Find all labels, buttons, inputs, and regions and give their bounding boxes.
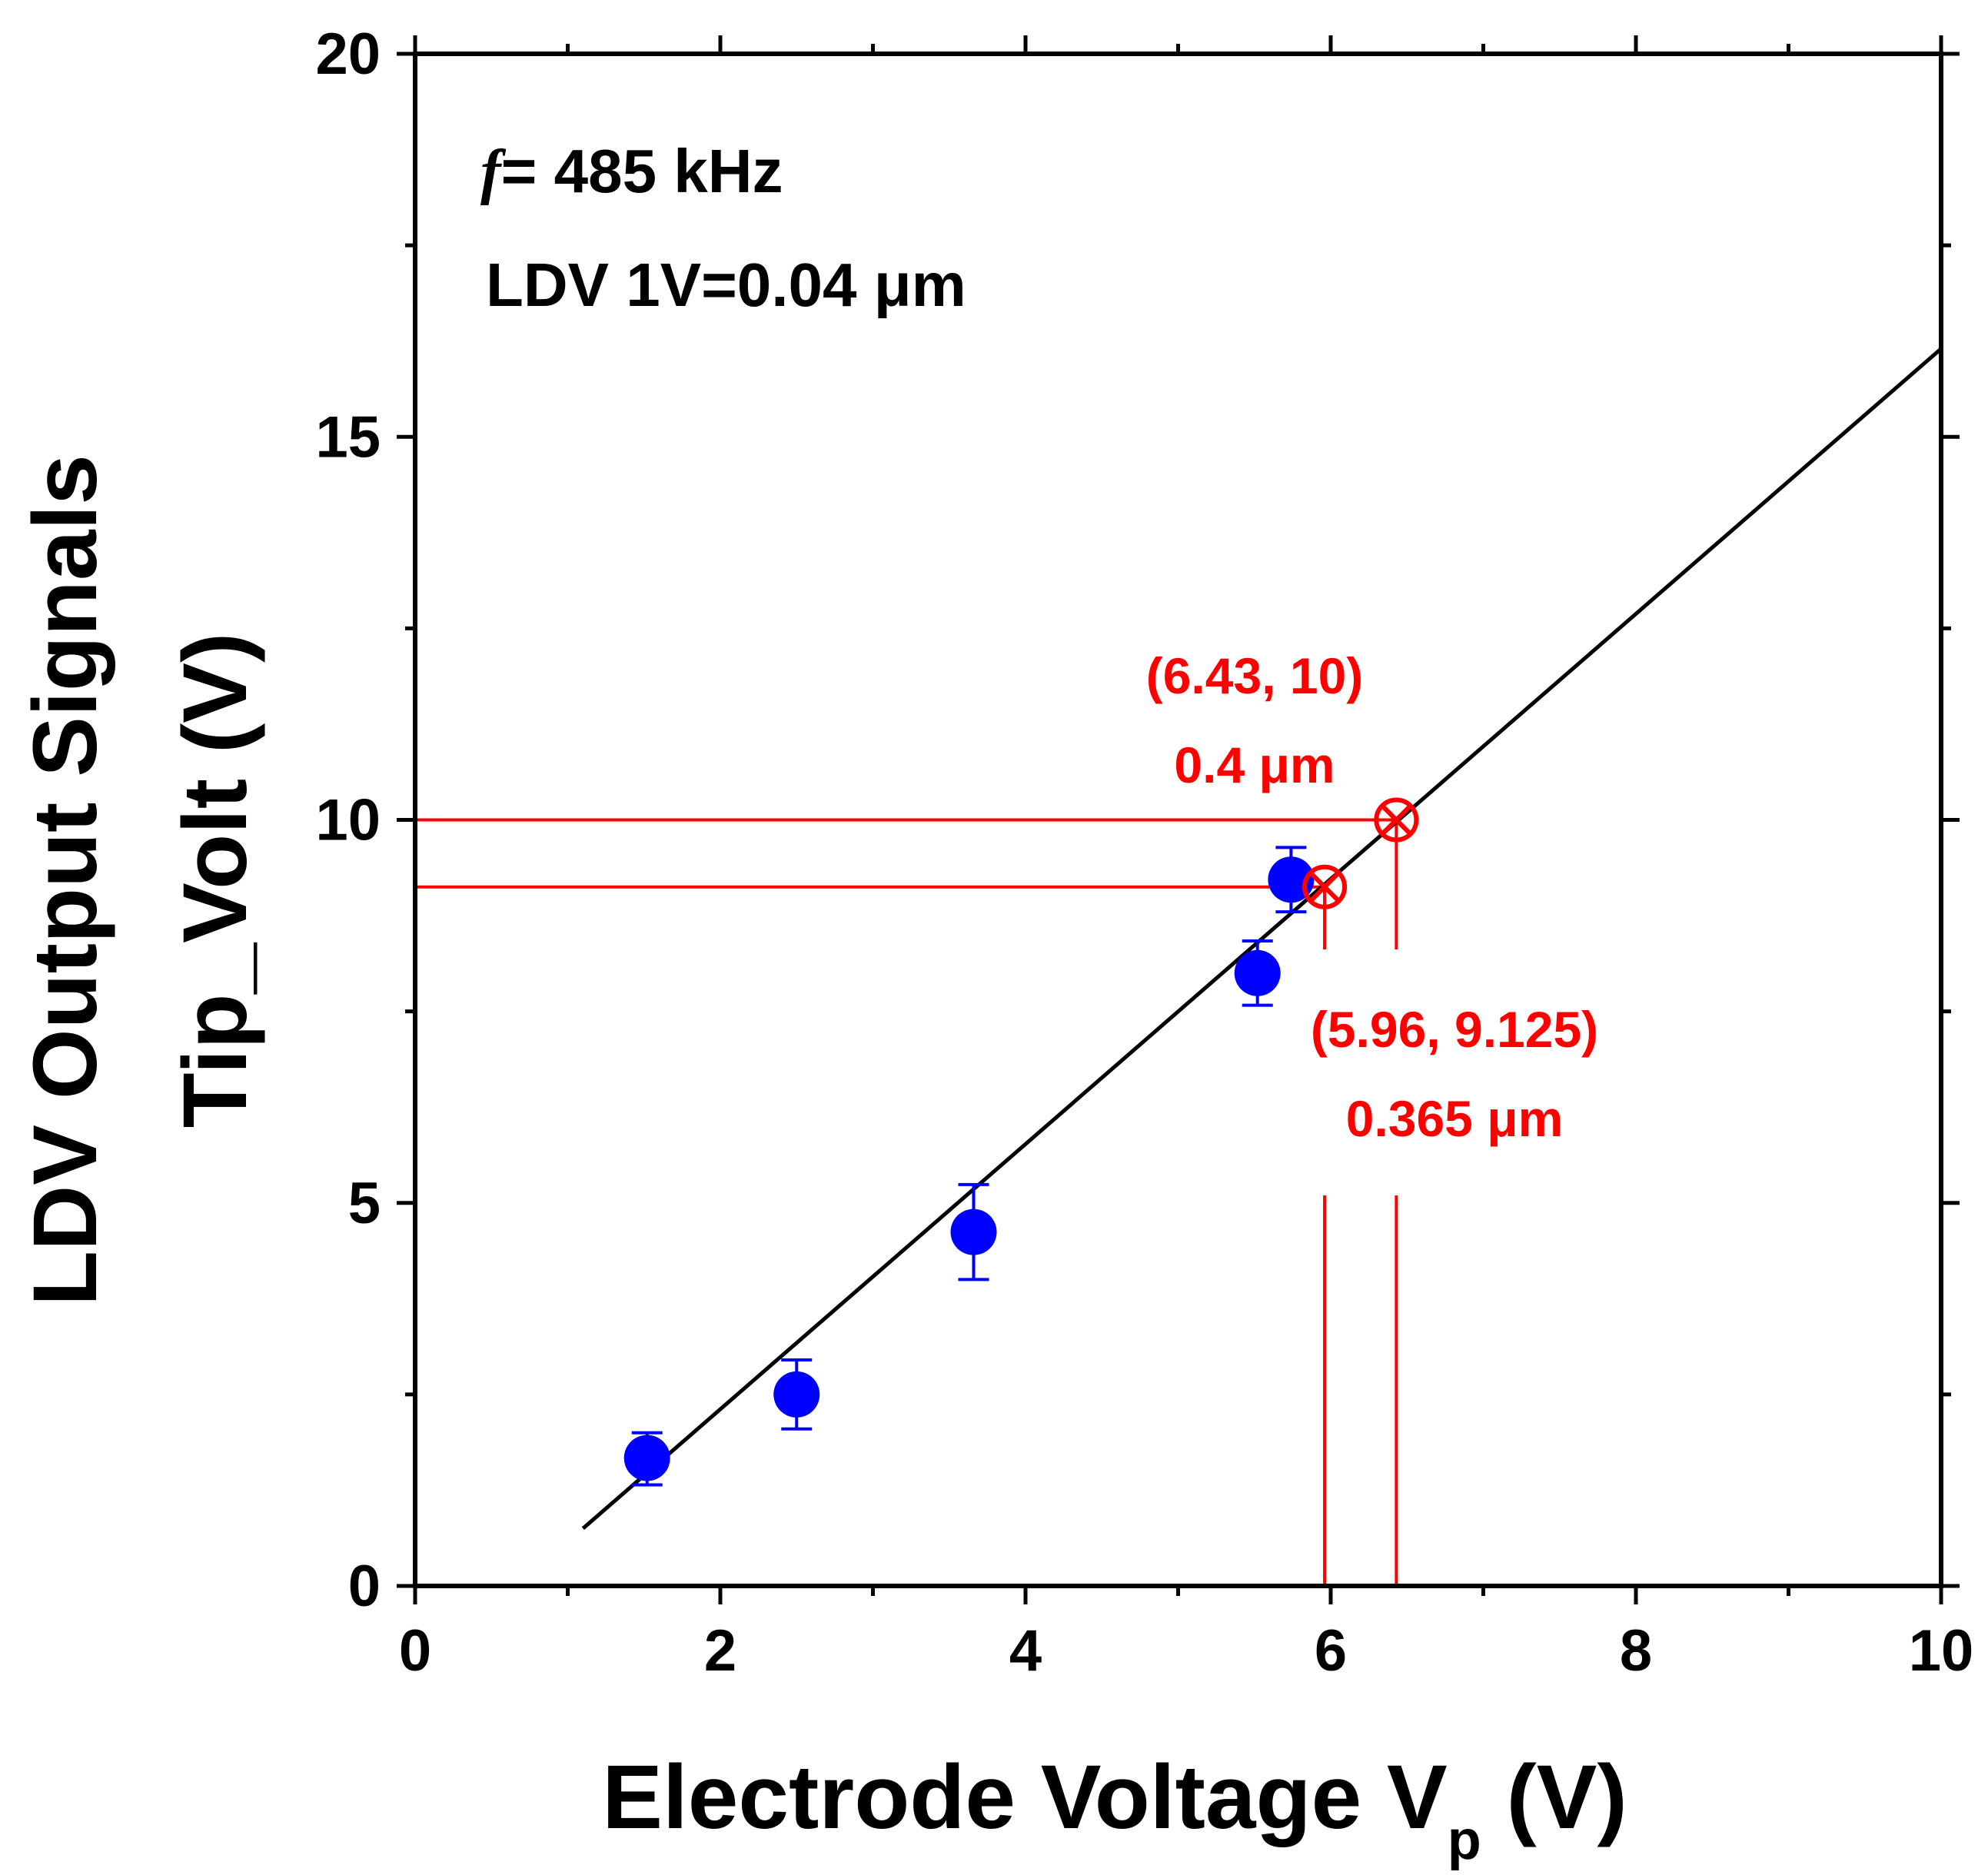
- marker-cross-2: [1380, 803, 1412, 836]
- frequency-label: f= 485 kHz: [480, 137, 783, 206]
- y-tick-label: 5: [348, 1171, 381, 1236]
- point-b-coordinates: (5.96, 9.125): [1311, 1001, 1598, 1058]
- data-point: [773, 1371, 820, 1418]
- data-point: [1268, 856, 1315, 903]
- point-a-coordinates: (6.43, 10): [1146, 647, 1364, 704]
- x-tick-label: 6: [1315, 1618, 1347, 1684]
- point-a-displacement: 0.4 μm: [1174, 736, 1335, 793]
- x-axis-title: Electrode Voltage Vp (V): [602, 1747, 1627, 1871]
- guide-lines: [415, 818, 1398, 1586]
- x-tick-label: 4: [1009, 1618, 1042, 1684]
- x-tick-label: 8: [1620, 1618, 1652, 1684]
- highlight-markers: [1302, 797, 1419, 909]
- point-b-displacement: 0.365 μm: [1346, 1090, 1564, 1147]
- y-tick-label: 15: [315, 404, 381, 470]
- axis-ticks: 0 2 4 6 8 10 0 5 10 15 20: [315, 22, 1973, 1684]
- x-axis-title-suffix: (V): [1481, 1747, 1627, 1848]
- x-tick-label: 2: [704, 1618, 736, 1684]
- marker-cross-2: [1308, 871, 1341, 903]
- frequency-value: = 485 kHz: [501, 137, 783, 205]
- x-axis-title-main: Electrode Voltage V: [602, 1747, 1447, 1848]
- marker-circle: [1374, 797, 1419, 843]
- fit-line: [581, 347, 1943, 1531]
- ldv-scale-label: LDV 1V=0.04 μm: [486, 251, 966, 319]
- data-points: [623, 846, 1315, 1487]
- marker-circle: [1302, 864, 1348, 909]
- data-point: [950, 1208, 997, 1255]
- y-tick-label: 10: [315, 788, 381, 853]
- y-axis-title-line1: LDV Output Signals: [15, 454, 116, 1306]
- data-point: [623, 1435, 670, 1481]
- y-tick-label: 20: [315, 22, 381, 87]
- x-tick-label: 0: [399, 1618, 431, 1684]
- y-axis-title-line2: Tip_Volt (V): [165, 633, 266, 1129]
- y-tick-label: 0: [348, 1554, 381, 1619]
- x-axis-title-subscript: p: [1448, 1810, 1481, 1871]
- x-tick-label: 10: [1909, 1618, 1974, 1684]
- data-point: [1234, 949, 1281, 996]
